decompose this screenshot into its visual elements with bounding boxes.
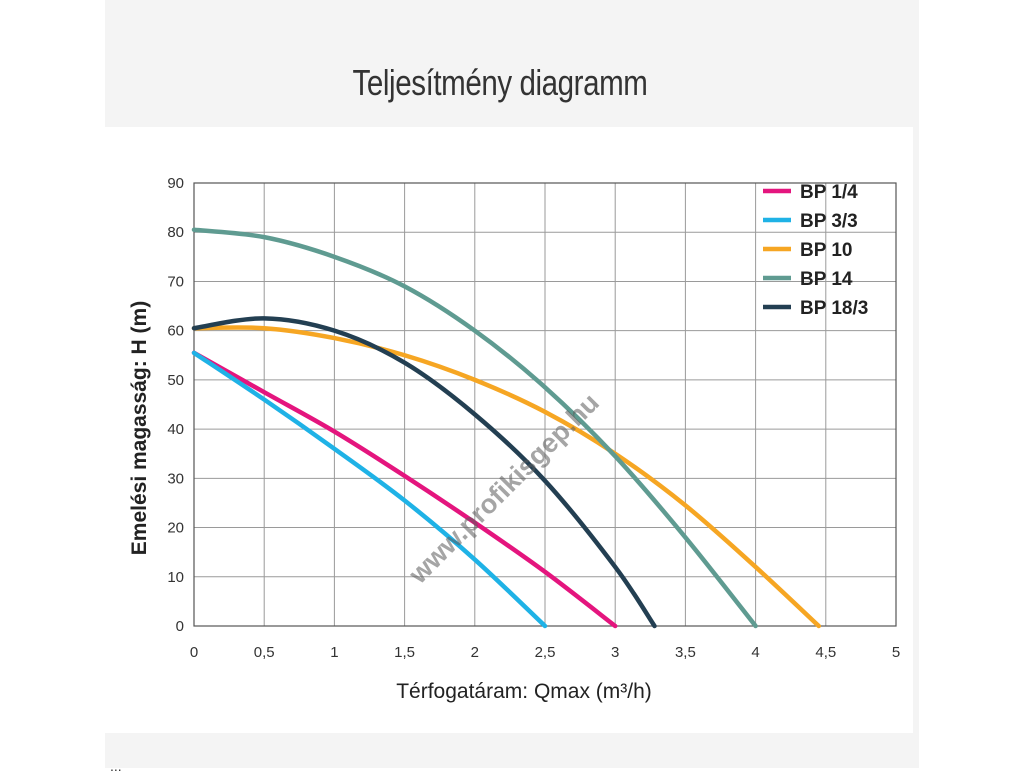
legend-label-bp-14: BP 14 <box>800 269 853 290</box>
legend: BP 1/4 BP 3/3 BP 10 BP 14 BP 18/3 <box>763 182 868 319</box>
watermark-text: www.profikisgep.hu <box>402 387 605 590</box>
x-tick-label: 1 <box>330 644 338 661</box>
y-tick-label: 10 <box>167 569 184 586</box>
series-line-bp-3-3 <box>191 350 548 629</box>
series-line-bp-18-3 <box>191 316 657 629</box>
performance-chart: 0 0,5 1 1,5 2 2,5 3 3,5 4 4,5 50102030405060708090… <box>128 175 900 703</box>
x-tick-label: 4 <box>751 644 759 661</box>
legend-label-bp-1-4: BP 1/4 <box>800 182 858 203</box>
x-tick-label: 3,5 <box>675 644 696 661</box>
y-tick-label: 80 <box>167 224 184 241</box>
series-line-bp-14 <box>191 227 758 629</box>
truncated-text: ... <box>110 758 122 774</box>
page-title: Teljesítmény diagramm <box>352 62 648 103</box>
x-tick-label: 0 <box>190 644 198 661</box>
chart-card: 0 0,5 1 1,5 2 2,5 3 3,5 4 4,5 5 0 10 20 30 40 50 60 70 80 90… <box>105 127 913 733</box>
x-tick-label: 2,5 <box>535 644 556 661</box>
x-tick-label: 0,5 <box>254 644 275 661</box>
legend-label-bp-3-3: BP 3/3 <box>800 211 858 232</box>
legend-label-bp-10: BP 10 <box>800 240 852 261</box>
y-tick-label: 50 <box>167 372 184 389</box>
series-line-bp-1-4 <box>191 350 618 629</box>
y-tick-label: 60 <box>167 323 184 340</box>
x-tick-label: 5 <box>892 644 900 661</box>
x-tick-label: 4,5 <box>815 644 836 661</box>
series-line-bp-10 <box>191 325 822 629</box>
x-axis-label: Térfogatáram: Qmax (m³/h) <box>396 680 652 703</box>
y-tick-label: 90 <box>167 175 184 192</box>
curve-layer <box>191 227 822 629</box>
y-tick-label: 20 <box>167 520 184 537</box>
y-tick-label: 70 <box>167 273 184 290</box>
x-tick-label: 1,5 <box>394 644 415 661</box>
y-tick-label: 0 <box>176 618 184 635</box>
legend-label-bp-18-3: BP 18/3 <box>800 298 868 319</box>
x-tick-label: 2 <box>471 644 479 661</box>
y-tick-label: 40 <box>167 421 184 438</box>
y-tick-label: 30 <box>167 470 184 487</box>
x-tick-label: 3 <box>611 644 619 661</box>
y-axis-label: Emelési magasság: H (m) <box>128 301 151 555</box>
